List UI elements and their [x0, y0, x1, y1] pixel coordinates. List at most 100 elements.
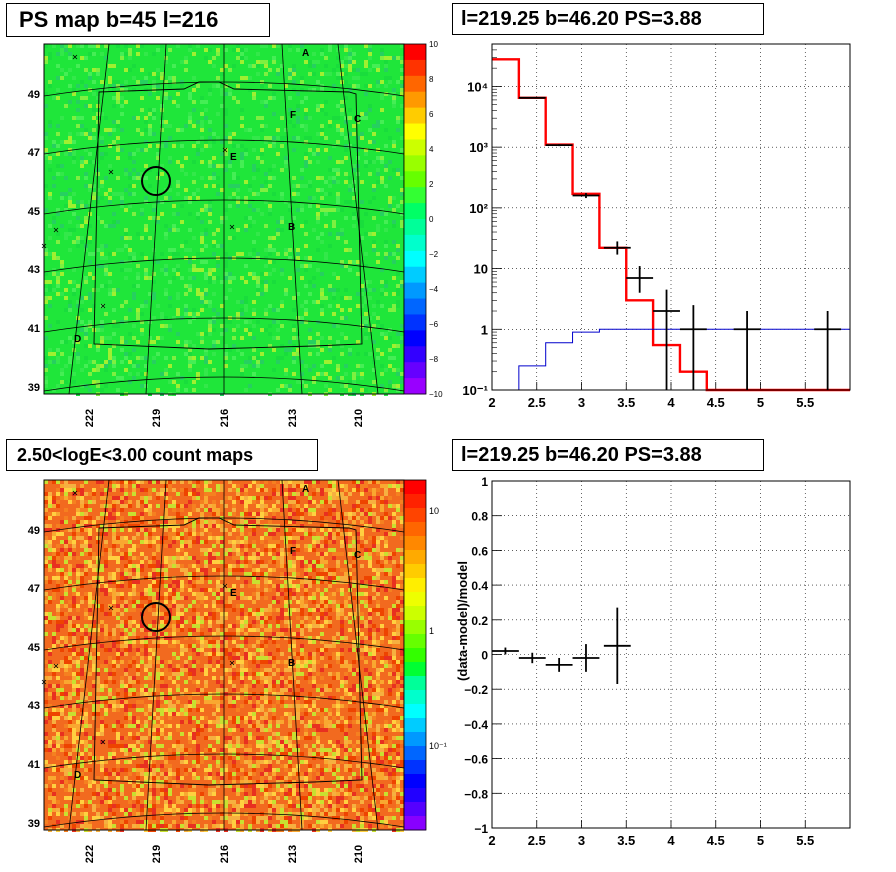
colorbar-tick-label: 10 [429, 506, 439, 516]
source-label: F [290, 546, 296, 557]
spectrum-x-tick-label: 2 [488, 395, 495, 410]
colorbar-segment [404, 75, 426, 93]
source-x-marker [53, 227, 59, 233]
lat-tick-label: 41 [28, 759, 40, 771]
lat-tick-label: 43 [28, 700, 40, 712]
lon-line [68, 43, 110, 395]
spectrum-x-tick-label: 5 [757, 395, 764, 410]
colorbar-segment [404, 522, 426, 537]
residual-x-tick-label: 5 [757, 833, 764, 848]
spectrum-x-tick-label: 3 [578, 395, 585, 410]
spectrum-chart: 2 2.5 3 3.5 4 4.5 5 5.5 10⁻¹ 1 10 10² 10³ 10⁴ [462, 43, 851, 410]
ps-map-title: PS map b=45 l=216 [6, 3, 270, 37]
colorbar-segment [404, 788, 426, 803]
colorbar-tick-label: 10⁻¹ [429, 741, 447, 751]
colorbar-segment [404, 508, 426, 523]
lon-tick-label: 219 [151, 845, 163, 863]
source-label: E [230, 152, 237, 163]
residual-x-tick-label: 4 [667, 833, 675, 848]
colorbar-segment [404, 107, 426, 125]
source-x-marker [100, 739, 106, 745]
residual-y-tick-label: −1 [474, 822, 488, 836]
colorbar-segment [404, 44, 426, 61]
colorbar-segment [404, 550, 426, 565]
residual-y-tick-label: 0 [481, 649, 488, 663]
spectrum-y-tick-label: 10² [469, 201, 488, 216]
colorbar-tick-label: 1 [429, 626, 434, 636]
colorbar-tick-label: 10 [429, 40, 438, 49]
source-label: C [354, 550, 361, 561]
colorbar-segment [404, 59, 426, 77]
colorbar-segment [404, 314, 426, 331]
colorbar-segment [404, 219, 426, 236]
colorbar-segment [404, 91, 426, 109]
colorbar-segment [404, 760, 426, 775]
residual-y-tick-label: 0.6 [471, 544, 488, 558]
lon-line [281, 43, 303, 395]
lon-tick-label: 216 [219, 845, 231, 863]
colorbar-tick-label: 4 [429, 145, 434, 154]
ps_map-target-circle [141, 166, 171, 196]
residual-y-tick-label: 0.4 [471, 579, 488, 593]
colorbar-segment [404, 676, 426, 691]
colorbar-segment [404, 746, 426, 761]
spectrum-title: l=219.25 b=46.20 PS=3.88 [452, 3, 764, 35]
lat-tick-label: 47 [28, 583, 40, 595]
residual-y-tick-label: −0.2 [464, 683, 488, 697]
lat-tick-label: 39 [28, 382, 40, 394]
colorbar-segment [404, 139, 426, 156]
colorbar-segment [404, 123, 426, 140]
colorbar-segment [404, 704, 426, 719]
lat-tick-label: 47 [28, 147, 40, 159]
count-map-title: 2.50<logE<3.00 count maps [6, 439, 318, 471]
source-label: F [290, 110, 296, 121]
colorbar-segment [404, 378, 426, 395]
residual-x-tick-label: 4.5 [707, 833, 725, 848]
count_map-grid [43, 479, 405, 831]
colorbar-segment [404, 282, 426, 300]
spectrum-x-tick-label: 5.5 [796, 395, 814, 410]
colorbar-segment [404, 662, 426, 677]
colorbar-segment [404, 250, 426, 268]
residual-title: l=219.25 b=46.20 PS=3.88 [452, 439, 764, 471]
residual-y-tick-label: 0.8 [471, 510, 488, 524]
colorbar-segment [404, 718, 426, 733]
source-x-marker [72, 54, 78, 60]
colorbar-tick-label: 0 [429, 215, 434, 224]
colorbar-tick-label: 2 [429, 180, 434, 189]
source-label: E [230, 588, 237, 599]
lat-tick-label: 39 [28, 818, 40, 830]
colorbar-segment [404, 480, 426, 495]
residual-y-tick-label: 0.2 [471, 614, 488, 628]
count_map-roi-outline [93, 517, 363, 786]
residual-x-tick-label: 3.5 [617, 833, 635, 848]
spectrum-x-tick-label: 4 [667, 395, 675, 410]
colorbar-segment [404, 592, 426, 607]
lat-tick-label: 45 [28, 206, 40, 218]
colorbar-segment [404, 494, 426, 509]
colorbar-tick-label: −8 [429, 355, 439, 364]
source-x-marker [108, 169, 114, 175]
residual-border [491, 480, 851, 829]
colorbar-segment [404, 802, 426, 817]
colorbar-segment [404, 578, 426, 593]
lat-tick-label: 49 [28, 89, 40, 101]
lon-line [337, 479, 379, 831]
colorbar-segment [404, 564, 426, 579]
colorbar-tick-label: 6 [429, 110, 434, 119]
lon-line [145, 43, 167, 395]
colorbar-tick-label: 8 [429, 75, 434, 84]
colorbar-segment [404, 606, 426, 621]
source-label: B [288, 222, 295, 233]
colorbar-segment [404, 732, 426, 747]
residual-y-tick-label: −0.8 [464, 787, 488, 801]
lat-tick-label: 41 [28, 323, 40, 335]
spectrum-border [491, 43, 851, 391]
count_map-panel: A F C E B D 49 47 45 43 41 39 222 219 216 213 210 10 1 10⁻¹ [28, 479, 447, 863]
lon-line [281, 479, 303, 831]
lon-line [145, 479, 167, 831]
lon-tick-label: 213 [287, 409, 299, 427]
source-label: D [74, 334, 81, 345]
spectrum-y-tick-label: 10⁻¹ [462, 383, 488, 398]
